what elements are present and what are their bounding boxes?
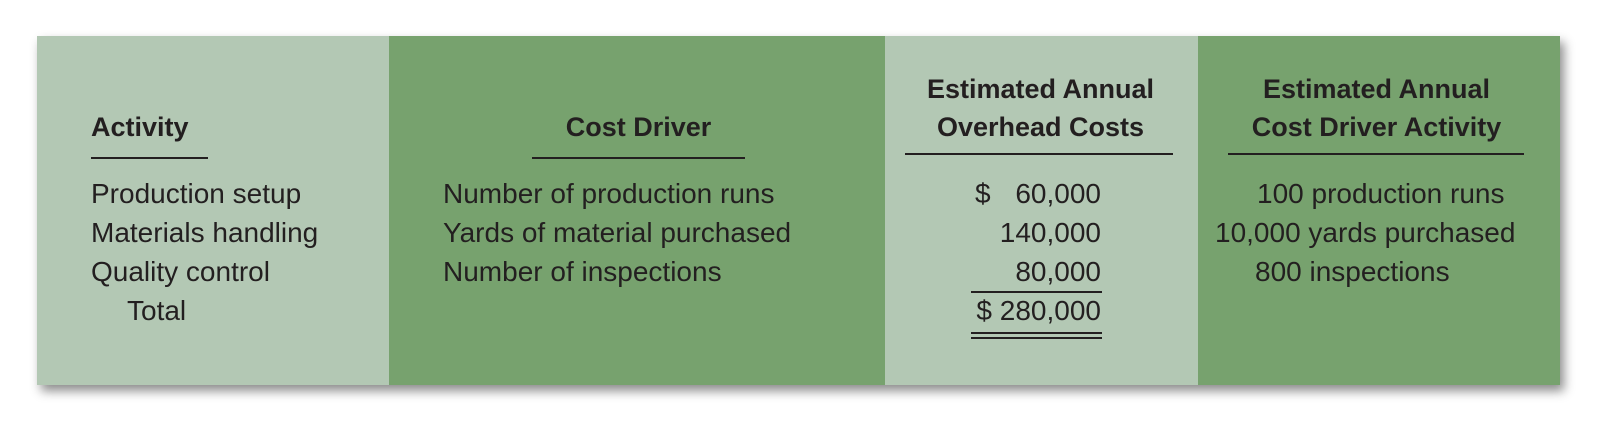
- total-double-rule-bottom: [971, 337, 1102, 339]
- cost-cell: $ 60,000: [969, 177, 1101, 211]
- cost-driver-cell: Number of inspections: [443, 256, 722, 287]
- cost-value: 60,000: [1015, 178, 1101, 209]
- cost-driver-column: Cost Driver Number of production runs Ya…: [389, 36, 885, 385]
- cost-cell: 140,000: [999, 217, 1101, 248]
- activity-cell: Quality control: [91, 256, 270, 287]
- total-cost-cell: $ 280,000: [976, 295, 1101, 326]
- driver-activity-header-line1: Estimated Annual: [1262, 74, 1491, 104]
- cost-cell: 80,000: [1015, 256, 1101, 287]
- overhead-costs-column: Estimated Annual Overhead Costs $ 60,000…: [885, 36, 1198, 385]
- activity-cost-table: Activity Production setup Materials hand…: [37, 36, 1560, 385]
- subtotal-rule: [971, 291, 1102, 293]
- driver-activity-header-rule: [1228, 153, 1524, 155]
- cost-driver-header-rule: [532, 157, 745, 159]
- cost-driver-header: Cost Driver: [565, 112, 712, 142]
- driver-activity-header-line2: Cost Driver Activity: [1251, 112, 1502, 142]
- overhead-header-rule: [905, 153, 1173, 155]
- cost-driver-cell: Number of production runs: [443, 178, 775, 209]
- activity-cell: Materials handling: [91, 217, 319, 248]
- activity-column: Activity Production setup Materials hand…: [37, 36, 389, 385]
- activity-header: Activity: [91, 112, 189, 142]
- activity-cell: Production setup: [91, 178, 302, 209]
- overhead-header-line1: Estimated Annual: [926, 74, 1155, 104]
- dollar-sign: $: [975, 178, 991, 209]
- total-double-rule-top: [971, 332, 1102, 334]
- driver-activity-cell: 10,000 yards purchased: [1215, 217, 1516, 248]
- driver-activity-cell: 800 inspections: [1255, 256, 1450, 287]
- overhead-header-line2: Overhead Costs: [936, 112, 1145, 142]
- activity-header-rule: [91, 157, 208, 159]
- cost-driver-cell: Yards of material purchased: [443, 217, 792, 248]
- driver-activity-cell: 100 production runs: [1257, 178, 1505, 209]
- driver-activity-column: Estimated Annual Cost Driver Activity 10…: [1198, 36, 1560, 385]
- total-label: Total: [127, 295, 187, 326]
